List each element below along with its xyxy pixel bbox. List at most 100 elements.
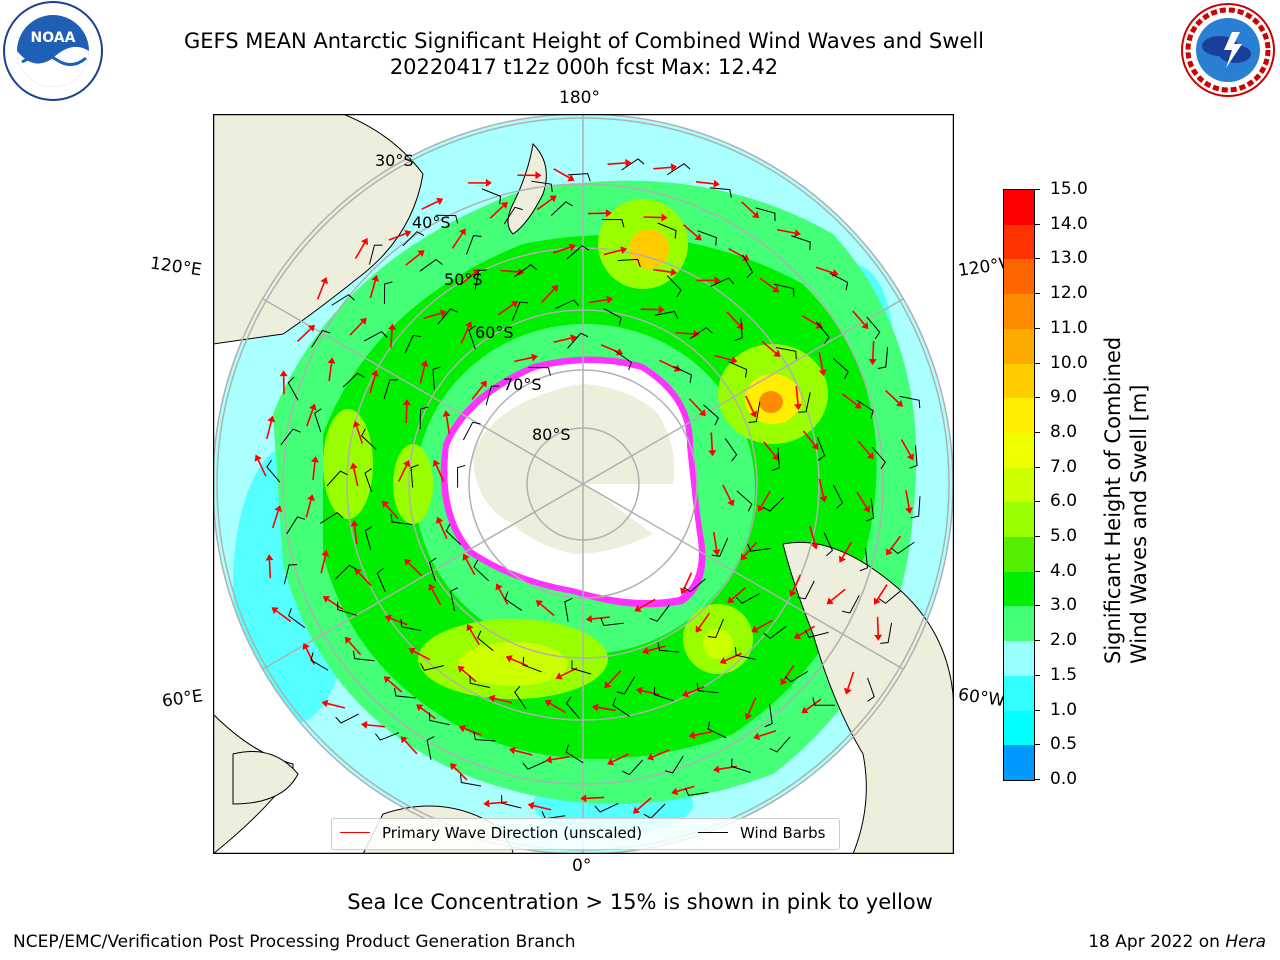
colorbar-bin [1004,432,1034,468]
wind-barb [335,713,360,724]
wave-arrow-head [466,624,474,632]
wave-arrow-head [712,549,721,556]
wind-barb [363,330,388,342]
lat-label-30s: 30°S [375,151,414,170]
wave-arrow-head [591,703,599,712]
wave-arrow-head [511,301,519,308]
wind-barb [437,308,459,325]
wave-arrow-head [361,237,368,246]
wave-arrow-shaft [451,232,464,249]
wave-arrow-head [757,504,765,512]
colorbar-tick-label: 14.0 [1050,213,1088,234]
wave-arrow-shaft [421,200,439,210]
wind-barb [314,408,322,433]
wind-barb [514,685,527,710]
wave-arrow-shaft [510,658,529,667]
wave-arrow-shaft [652,749,670,758]
colorbar-bin [1004,606,1034,642]
wind-barb [773,283,795,297]
wind-barb [829,272,849,291]
colorbar-bin [1004,190,1034,225]
wind-barb [703,404,720,426]
colorbar-tick-label: 9.0 [1050,387,1078,408]
wave-arrow-head [382,500,390,508]
wave-arrow-shaft [760,490,771,508]
wave-arrow-head [388,323,397,330]
graticule [216,114,950,854]
wind-barb [468,325,476,350]
wave-arrow-head [402,459,411,468]
wind-barb [473,559,489,582]
footer-branch: NCEP/EMC/Verification Post Processing Pr… [13,932,576,952]
wind-barb [531,180,553,193]
colorbar-tick-label: 12.0 [1050,283,1088,304]
wave-arrow-head [680,587,688,595]
colorbar-tick-mark [1034,362,1040,364]
wave-arrow-head [801,706,809,714]
wind-barb [797,580,815,600]
colorbar-tick-label: 4.0 [1050,560,1078,581]
wave-arrow-shaft [731,586,747,600]
colorbar-tick-mark [1034,605,1040,607]
plot-subtitle: 20220417 t12z 000h fcst Max: 12.42 [389,55,779,79]
wind-barb [375,732,400,741]
wind-barb [711,537,729,557]
wave-arrow-shaft [741,201,756,215]
wave-arrow-head [302,642,310,651]
wave-arrow-shaft [841,541,853,558]
wave-arrow-shaft [369,280,377,299]
wind-barb [621,759,644,776]
footer-date: 18 Apr 2022 on Hera [1088,932,1266,952]
wind-barb [352,650,375,662]
wind-barb [763,626,787,639]
wave-arrow-head [457,665,465,673]
sea-ice-note: Sea Ice Concentration > 15% is shown in … [347,890,933,914]
wave-arrow-shaft [795,386,799,405]
wave-arrow-shaft [494,697,513,704]
wave-arrow-shaft [355,426,364,444]
wave-arrow-shaft [698,612,711,629]
barb-legend-label: Wind Barbs [740,824,826,842]
wind-barb [791,235,811,251]
wave-arrow-shaft [445,416,451,435]
wave-arrow-shaft [500,269,519,273]
map-canvas [213,114,954,854]
colorbar-tick-mark [1034,293,1040,295]
wave-arrow-shaft [591,616,610,620]
wave-arrow-shaft [366,724,385,728]
wave-arrow-shaft [552,246,571,254]
wave-arrow-head [485,178,492,187]
wave-arrow-head [254,454,262,462]
wave-arrow-head [688,731,696,740]
wind-barb [865,498,875,522]
wave-arrow-head [450,763,458,771]
wind-barb [654,310,679,319]
wind-barb [666,275,682,298]
colorbar-tick-label: 8.0 [1050,421,1078,442]
wind-barb [566,245,589,260]
wind-barb [383,379,398,400]
colorbar-tick-mark [1034,674,1040,676]
wave-arrow-shaft [464,727,482,736]
wind-barb [287,376,299,401]
wave-arrow-shaft [388,232,407,241]
wave-arrow-head [873,597,881,605]
wave-arrow-head [436,197,444,205]
map-legend: Primary Wave Direction (unscaled) Wind B… [331,818,840,850]
wave-arrow-shaft [497,303,514,316]
wave-arrow-head [620,246,628,255]
wind-barb [462,421,481,441]
wave-arrow-head [744,712,753,720]
wave-arrow-shaft [675,331,694,335]
wave-arrow-head [854,401,862,409]
lat-label-70s: 70°S [503,375,542,394]
wave-arrow-shaft [460,272,476,285]
colorbar-tick-label: 3.0 [1050,595,1078,616]
wave-arrow-head [360,720,368,729]
wind-barb [485,385,500,406]
wind-barb [400,618,422,632]
wind-barb [469,675,491,689]
wave-arrow-head [568,243,576,252]
wave-arrow-shaft [413,650,431,661]
wind-barb [477,630,494,652]
